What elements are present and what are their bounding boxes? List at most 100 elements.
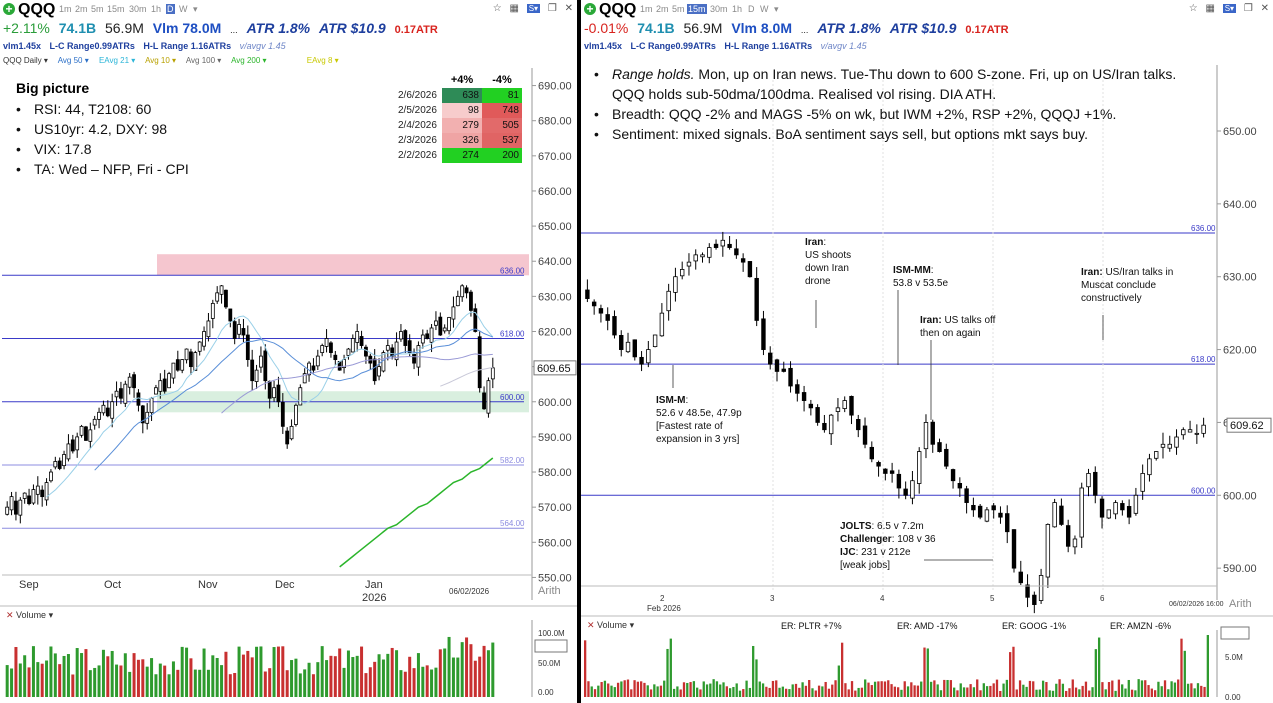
volume-bar	[1130, 689, 1134, 697]
interval-1h[interactable]: 1h	[151, 4, 162, 14]
candle-body	[957, 483, 963, 489]
volume-bar	[1061, 683, 1065, 697]
volume-bar	[748, 687, 752, 697]
volume-close-icon[interactable]: ✕	[6, 610, 17, 620]
volume-bar	[913, 685, 916, 697]
ma10-toggle[interactable]: Avg 10 ▾	[145, 56, 177, 65]
volume-bar	[821, 686, 824, 697]
candle-body	[149, 397, 154, 414]
settings-icon[interactable]: S▾	[526, 4, 541, 13]
volume-bar	[745, 680, 748, 697]
interval-30m[interactable]: 30m	[710, 4, 728, 14]
volume-bar	[999, 690, 1002, 697]
candle-body	[359, 336, 364, 346]
interval-1m[interactable]: 1m	[640, 4, 653, 14]
volume-bar	[360, 646, 364, 697]
volume-dropdown[interactable]: Volume ▾	[16, 610, 54, 620]
volume-bar	[1153, 690, 1157, 697]
candle-body	[333, 354, 338, 361]
breadth-down-count: 505	[482, 118, 522, 133]
volume-bar	[215, 657, 219, 697]
interval-1m[interactable]: 1m	[59, 4, 72, 14]
ema8-toggle[interactable]: EAvg 8 ▾	[306, 56, 339, 65]
candle-body	[241, 328, 246, 336]
candle-body	[193, 352, 198, 371]
panel-divider[interactable]	[577, 0, 581, 703]
volume-bar	[1018, 680, 1022, 697]
candle-body	[123, 383, 128, 404]
ma200-toggle[interactable]: Avg 200 ▾	[231, 56, 267, 65]
interval-D[interactable]: D	[748, 4, 755, 14]
settings-icon[interactable]: S▾	[1222, 4, 1237, 13]
interval-dropdown-icon[interactable]: ▾	[774, 4, 779, 14]
volume-bar	[171, 661, 175, 697]
interval-2m[interactable]: 2m	[75, 4, 88, 14]
interval-30m[interactable]: 30m	[129, 4, 147, 14]
interval-dropdown-icon[interactable]: ▾	[193, 4, 198, 14]
volume-bar	[758, 681, 761, 697]
candle-body	[686, 261, 692, 267]
volume-bar	[926, 648, 929, 697]
close-icon[interactable]: ✕	[564, 3, 573, 14]
interval-W[interactable]: W	[179, 4, 188, 14]
intraday-price-chart[interactable]: 590.00600.00610.00620.00630.00640.00650.…	[581, 0, 1273, 703]
interval-5m[interactable]: 5m	[91, 4, 104, 14]
volume-label[interactable]: ✕ Volume ▾	[6, 610, 53, 621]
candle-body	[228, 308, 233, 322]
restore-icon[interactable]: ❐	[547, 3, 557, 14]
daily-price-chart[interactable]: 550.00560.00570.00580.00590.00600.00610.…	[0, 0, 577, 703]
add-chart-icon[interactable]: +	[584, 3, 596, 15]
candle-body	[896, 473, 902, 489]
candle-body	[197, 341, 202, 352]
interval-D[interactable]: D	[166, 4, 175, 14]
candle-body	[377, 366, 381, 377]
star-icon[interactable]: ☆	[1188, 3, 1198, 14]
candle-body	[1045, 524, 1051, 578]
volume-bar	[154, 674, 158, 697]
date-label: 06/02/2026	[449, 587, 490, 596]
volume-bar	[613, 687, 616, 697]
ma100-line	[440, 366, 493, 387]
ma50-toggle[interactable]: Avg 50 ▾	[57, 56, 89, 65]
restore-icon[interactable]: ❐	[1243, 3, 1253, 14]
symbol-label[interactable]: QQQ	[18, 1, 56, 18]
symbol-label[interactable]: QQQ	[599, 1, 637, 18]
ma100-toggle[interactable]: Avg 100 ▾	[185, 56, 222, 65]
ema21-toggle[interactable]: EAvg 21 ▾	[98, 56, 136, 65]
add-chart-icon[interactable]: +	[3, 3, 15, 15]
scale-label[interactable]: Arith	[1229, 598, 1252, 610]
volume-bar	[1114, 690, 1117, 697]
volume-bar	[58, 664, 62, 697]
volume-bar	[1170, 681, 1173, 697]
grid-icon[interactable]: ▦	[509, 3, 519, 14]
interval-2m[interactable]: 2m	[656, 4, 669, 14]
volume-bar	[722, 682, 725, 697]
level-label: 564.00	[500, 519, 525, 528]
candle-body	[285, 430, 290, 445]
hl-range: H-L Range 1.16ATRs	[724, 41, 813, 51]
volume-label[interactable]: ✕ Volume ▾	[587, 620, 634, 631]
y-tick-label: 630.00	[1223, 272, 1257, 284]
interval-15m[interactable]: 15m	[687, 4, 707, 14]
grid-icon[interactable]: ▦	[1205, 3, 1215, 14]
interval-1h[interactable]: 1h	[732, 4, 743, 14]
volume-close-icon[interactable]: ✕	[587, 620, 598, 630]
chart-name-dropdown[interactable]: QQQ Daily ▾	[3, 56, 48, 65]
volume-bar	[765, 686, 768, 697]
candle-body	[298, 387, 303, 406]
volume-dropdown[interactable]: Volume ▾	[597, 620, 635, 630]
interval-15m[interactable]: 15m	[107, 4, 125, 14]
interval-W[interactable]: W	[760, 4, 769, 14]
candle-body	[320, 345, 325, 354]
scale-label[interactable]: Arith	[538, 585, 561, 597]
volume-bar	[49, 646, 53, 697]
big-picture-title: Big picture	[16, 80, 90, 96]
star-icon[interactable]: ☆	[492, 3, 502, 14]
x-tick-label: 2026	[362, 592, 386, 604]
volume-bar	[778, 687, 781, 697]
volume-bar	[649, 689, 653, 697]
volume-bar	[246, 650, 250, 697]
interval-5m[interactable]: 5m	[672, 4, 685, 14]
close-icon[interactable]: ✕	[1260, 3, 1269, 14]
candle-body	[57, 460, 62, 469]
